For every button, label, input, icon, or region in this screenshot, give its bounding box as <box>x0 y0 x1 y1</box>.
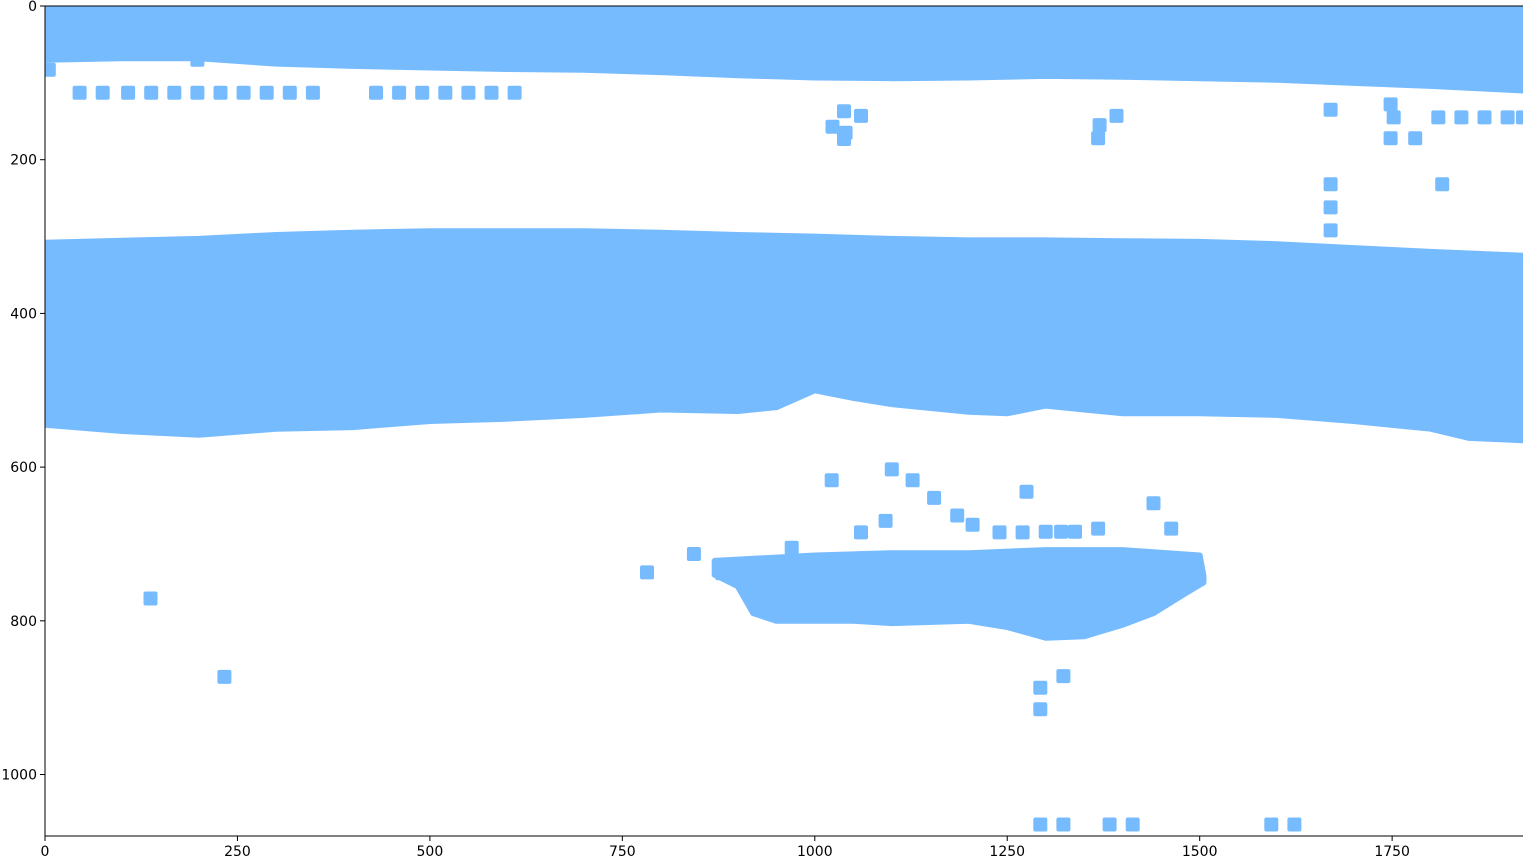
dense-point-region <box>45 6 1523 94</box>
data-point <box>784 540 799 555</box>
data-point <box>1383 131 1398 146</box>
dense-point-region <box>45 228 1523 444</box>
x-tick-label: 1750 <box>1374 844 1410 860</box>
data-point <box>854 525 868 540</box>
data-point <box>1323 223 1338 238</box>
x-tick-label: 1000 <box>797 844 833 860</box>
data-point <box>144 85 159 100</box>
data-point <box>1431 110 1446 125</box>
data-point <box>282 85 297 100</box>
data-point <box>1092 118 1107 133</box>
data-point <box>1125 817 1140 832</box>
x-tick-label: 0 <box>41 844 50 860</box>
data-point <box>837 104 851 119</box>
data-point <box>1264 817 1279 832</box>
data-point <box>1033 680 1048 695</box>
data-point <box>1500 110 1515 125</box>
data-point <box>143 591 158 606</box>
data-point <box>1038 524 1053 539</box>
dense-point-region <box>711 547 1207 641</box>
x-tick-label: 500 <box>417 844 444 860</box>
data-point <box>1383 97 1398 112</box>
data-point <box>45 62 56 77</box>
data-point <box>236 85 251 100</box>
data-point <box>950 508 965 523</box>
data-point <box>305 85 320 100</box>
data-point <box>825 119 840 134</box>
data-point <box>1015 525 1030 540</box>
data-point <box>1516 110 1523 125</box>
data-point <box>1323 102 1338 117</box>
data-point <box>1054 524 1069 539</box>
data-point <box>1435 177 1450 192</box>
data-point <box>1068 524 1082 539</box>
y-tick-label: 600 <box>10 460 37 476</box>
data-point <box>965 517 980 532</box>
data-point <box>1287 817 1302 832</box>
data-point <box>484 85 499 100</box>
data-point <box>1019 484 1034 499</box>
data-point <box>259 85 274 100</box>
data-point <box>72 85 87 100</box>
data-point <box>1477 110 1492 125</box>
data-point <box>992 525 1007 540</box>
data-point <box>190 85 205 100</box>
data-point <box>1109 108 1124 123</box>
data-point <box>1164 521 1179 536</box>
plot-area <box>45 6 1523 832</box>
y-tick-label: 1000 <box>1 768 37 784</box>
data-point <box>824 473 839 488</box>
data-point <box>1146 496 1161 511</box>
data-point <box>1033 817 1048 832</box>
data-point <box>837 132 851 146</box>
data-point <box>121 85 136 100</box>
x-tick-label: 1500 <box>1182 844 1218 860</box>
y-tick-label: 0 <box>28 0 37 15</box>
data-point <box>884 462 899 477</box>
data-point <box>1102 817 1117 832</box>
data-point <box>461 85 476 100</box>
y-tick-label: 400 <box>10 306 37 322</box>
data-point <box>854 108 868 123</box>
data-point <box>1091 521 1106 536</box>
data-point <box>1033 702 1048 717</box>
data-point <box>686 547 701 561</box>
data-point <box>1323 177 1338 192</box>
data-point <box>1091 131 1106 146</box>
data-point <box>1454 110 1469 125</box>
data-point <box>213 85 228 100</box>
data-point <box>878 513 893 528</box>
y-tick-label: 800 <box>10 614 37 630</box>
data-point <box>95 85 110 100</box>
data-point <box>1056 669 1071 684</box>
data-point <box>1408 131 1423 146</box>
x-tick-label: 250 <box>224 844 251 860</box>
data-point <box>1056 817 1071 832</box>
data-point <box>415 85 430 100</box>
data-point <box>507 85 522 100</box>
y-tick-label: 200 <box>10 153 37 169</box>
data-point <box>190 52 205 67</box>
data-point <box>369 85 383 100</box>
data-point <box>392 85 407 100</box>
data-point <box>167 85 182 100</box>
data-point <box>1323 200 1338 215</box>
data-point <box>217 669 232 684</box>
data-point <box>905 473 920 488</box>
data-point <box>1386 110 1401 125</box>
x-tick-label: 750 <box>609 844 636 860</box>
data-point <box>640 565 654 580</box>
x-tick-label: 1250 <box>989 844 1025 860</box>
data-point <box>927 490 942 505</box>
data-point <box>438 85 453 100</box>
data-point <box>715 566 730 581</box>
